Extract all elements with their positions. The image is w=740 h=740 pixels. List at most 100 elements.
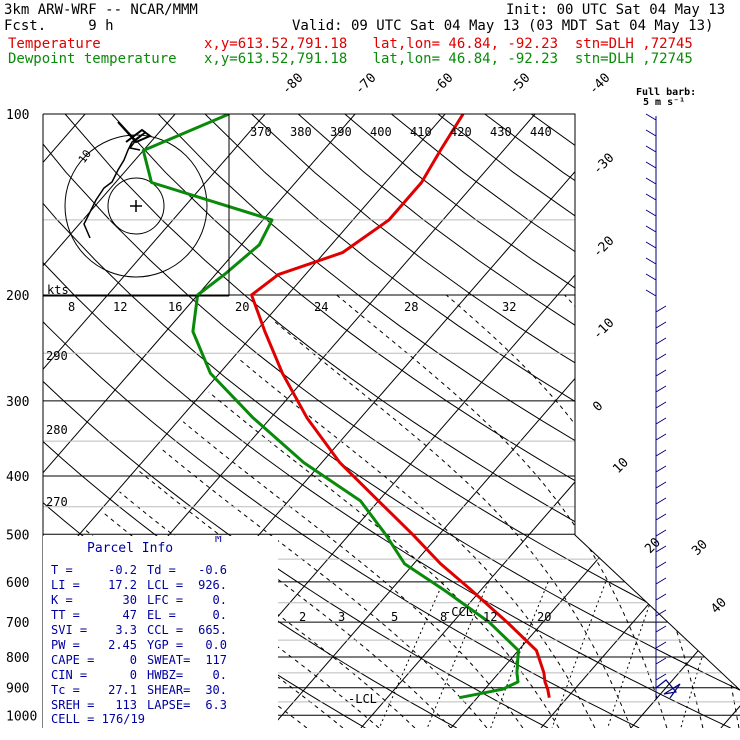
- wind-barb: [655, 481, 667, 489]
- parcel-field-label: CIN =: [51, 668, 87, 682]
- parcel-field-label: HWBZ=: [147, 668, 183, 682]
- parcel-field-value: 0.: [213, 608, 227, 622]
- theta-label: 270: [46, 495, 68, 509]
- parcel-field-value: -0.6: [198, 563, 227, 577]
- wind-barb-surface: [655, 679, 681, 699]
- parcel-field-label: Td =: [147, 563, 176, 577]
- moist-adiabat-line: [182, 421, 524, 728]
- theta-e-label: 380: [290, 125, 312, 139]
- parcel-field-value: 6.3: [205, 698, 227, 712]
- dry-adiabat-line: [43, 114, 740, 728]
- parcel-field-label: EL =: [147, 608, 176, 622]
- isotherm-line: [43, 114, 266, 728]
- parcel-field-value: 17.2: [108, 578, 137, 592]
- forecast-hour: Fcst. 9 h: [4, 18, 114, 34]
- dry-adiabat-line: [111, 114, 740, 728]
- wind-barb: [645, 113, 657, 121]
- valid-time: Valid: 09 UTC Sat 04 May 13 (03 MDT Sat …: [292, 18, 714, 34]
- theta-e-label: 370: [250, 125, 272, 139]
- parcel-field-label: LI =: [51, 578, 80, 592]
- theta-e-label: 400: [370, 125, 392, 139]
- speed-tick-label: 16: [168, 300, 182, 314]
- isotherm-label: -30: [590, 151, 617, 178]
- wind-barb: [655, 513, 667, 521]
- theta-e-label: 430: [490, 125, 512, 139]
- parcel-field-label: YGP =: [147, 638, 183, 652]
- parcel-field-value: 47: [123, 608, 137, 622]
- parcel-field-label: LAPSE=: [147, 698, 190, 712]
- isotherm-label: 40: [708, 595, 730, 617]
- wind-barb: [655, 337, 667, 345]
- wind-barb: [655, 561, 667, 569]
- isotherm-line: [43, 114, 446, 728]
- parcel-field-label: CCL =: [147, 623, 183, 637]
- isotherm-label: -50: [506, 71, 533, 98]
- dewpoint-station-info: x,y=613.52,791.18 lat,lon= 46.84, -92.23…: [204, 51, 693, 67]
- wind-barb: [645, 193, 657, 201]
- mixing-ratio-line: [378, 581, 444, 728]
- speed-tick-label: 8: [68, 300, 75, 314]
- model-title: 3km ARW-WRF -- NCAR/MMM: [4, 2, 198, 18]
- wind-barb: [645, 209, 657, 217]
- isotherm-line: [450, 114, 740, 728]
- ccl-label: -CCL: [444, 605, 473, 619]
- hodograph-origin: [130, 200, 142, 212]
- wind-barb: [655, 417, 667, 425]
- parcel-field-value: 926.: [198, 578, 227, 592]
- theta-e-label: 440: [530, 125, 552, 139]
- wind-barb: [645, 177, 657, 185]
- isotherm-label: -70: [352, 71, 379, 98]
- parcel-field-label: SWEAT=: [147, 653, 190, 667]
- wind-barb: [655, 433, 667, 441]
- parcel-field-value: 113: [115, 698, 137, 712]
- wind-barb: [655, 385, 667, 393]
- wind-barb: [655, 305, 667, 313]
- moist-adiabat-line: [136, 469, 452, 728]
- parcel-field-label: K =: [51, 593, 73, 607]
- wind-barb: [655, 673, 667, 681]
- moist-adiabat-line: [119, 491, 416, 728]
- parcel-info-rows: T = -0.2 Td = -0.6 LI = 17.2 LCL = 926. K = 30 LFC…: [51, 563, 227, 712]
- parcel-field-value: 0.: [213, 668, 227, 682]
- pressure-label: 800: [6, 651, 29, 666]
- temperature-station-info: x,y=613.52,791.18 lat,lon= 46.84, -92.23…: [204, 36, 693, 52]
- moist-adiabat-line: [272, 319, 632, 728]
- wind-barb: [655, 625, 667, 633]
- parcel-field-value: -0.2: [108, 563, 137, 577]
- dry-adiabat-line: [43, 114, 549, 728]
- wind-barb: [645, 289, 657, 297]
- isotherm-label: -40: [586, 71, 613, 98]
- temperature-legend-label: Temperature: [8, 36, 101, 52]
- dry-adiabat-line: [531, 114, 740, 728]
- pressure-label: 900: [6, 682, 29, 697]
- parcel-info-title: Parcel Info: [87, 541, 173, 556]
- dry-adiabat-line: [251, 114, 740, 728]
- theta-e-label: 410: [410, 125, 432, 139]
- speed-tick-label: 32: [502, 300, 516, 314]
- isotherm-label: 30: [689, 537, 711, 559]
- wind-barb: [655, 321, 667, 329]
- parcel-field-label: Tc =: [51, 683, 80, 697]
- dry-adiabat-line: [717, 114, 740, 728]
- pressure-label: 500: [6, 528, 29, 543]
- isotherm-label: -20: [590, 234, 617, 261]
- isotherm-line: [720, 114, 740, 728]
- mixing-ratio-line: [551, 581, 607, 728]
- moist-adiabat-line: [336, 294, 668, 728]
- pressure-label: 300: [6, 395, 29, 410]
- theta-label: 280: [46, 423, 68, 437]
- dry-adiabat-line: [204, 114, 740, 728]
- hodograph-ring-label: 10: [76, 147, 94, 165]
- parcel-field-label: PW =: [51, 638, 80, 652]
- parcel-field-value: 0.0: [205, 638, 227, 652]
- isotherm-label: -60: [429, 71, 456, 98]
- theta-e-label: 390: [330, 125, 352, 139]
- speed-tick-label: 12: [113, 300, 127, 314]
- moist-adiabat-line: [237, 358, 596, 728]
- pressure-label: 1000: [6, 709, 37, 724]
- temperature-line: [250, 114, 551, 698]
- wind-barb: [655, 353, 667, 361]
- parcel-field-label: TT =: [51, 608, 80, 622]
- parcel-field-label: T =: [51, 563, 73, 577]
